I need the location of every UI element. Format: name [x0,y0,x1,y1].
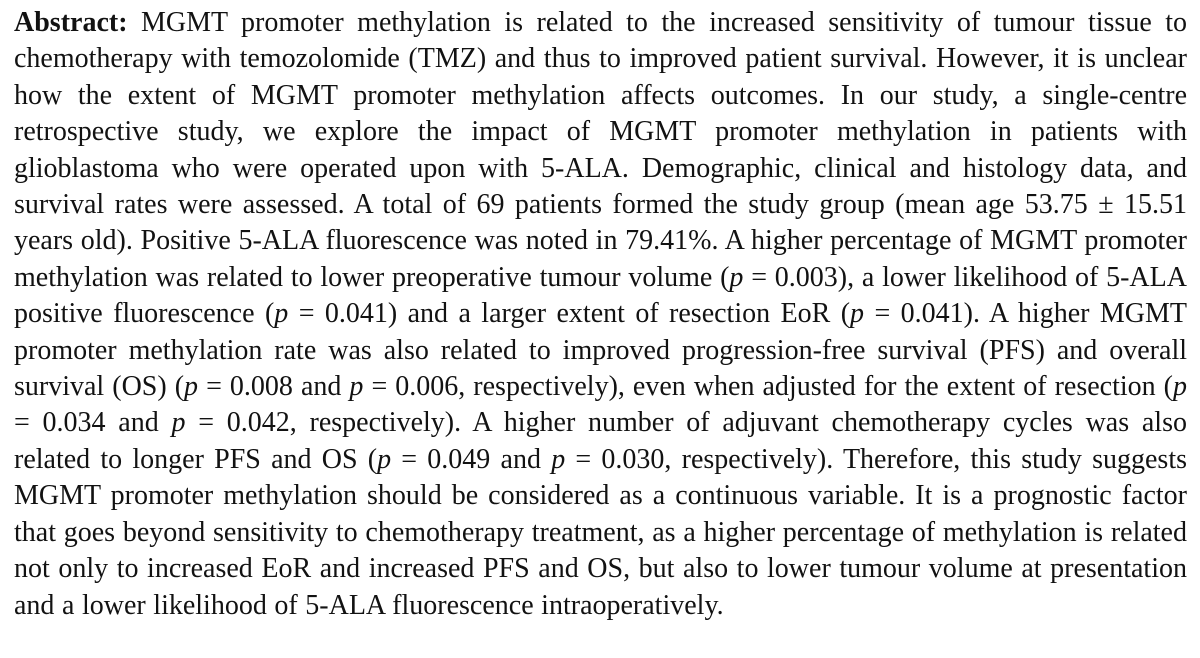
abstract-text-run: = 0.006, respectively), even when adjust… [363,371,1173,403]
abstract-text-run: = 0.042, respectively). A higher number … [14,407,1187,475]
p-value-symbol: p [850,298,865,330]
p-value-symbol: p [377,443,392,475]
abstract-text-run: MGMT promoter methylation is related to … [14,7,1187,293]
p-value-symbol: p [171,407,186,439]
abstract-text-run: = 0.049 and [391,443,552,475]
p-value-symbol: p [1173,371,1187,403]
p-value-symbol: p [729,261,744,293]
abstract-text-run: = 0.030, respectively). Therefore, this … [14,443,1187,621]
p-value-symbol: p [274,298,289,330]
abstract-text-run: = 0.034 and [14,407,172,439]
abstract-label: Abstract: [14,7,141,38]
abstract-text-run: = 0.041). A higher MGMT promoter methyla… [14,298,1187,403]
abstract-text-run: = 0.003), a lower likelihood of 5-ALA po… [14,261,1187,330]
abstract-text-run: = 0.041) and a larger extent of resectio… [288,298,851,330]
p-value-symbol: p [349,371,364,403]
p-value-symbol: p [551,443,566,475]
p-value-symbol: p [184,371,199,403]
abstract-text-run: = 0.008 and [198,371,350,403]
abstract-paragraph: Abstract: MGMT promoter methylation is r… [14,5,1187,624]
